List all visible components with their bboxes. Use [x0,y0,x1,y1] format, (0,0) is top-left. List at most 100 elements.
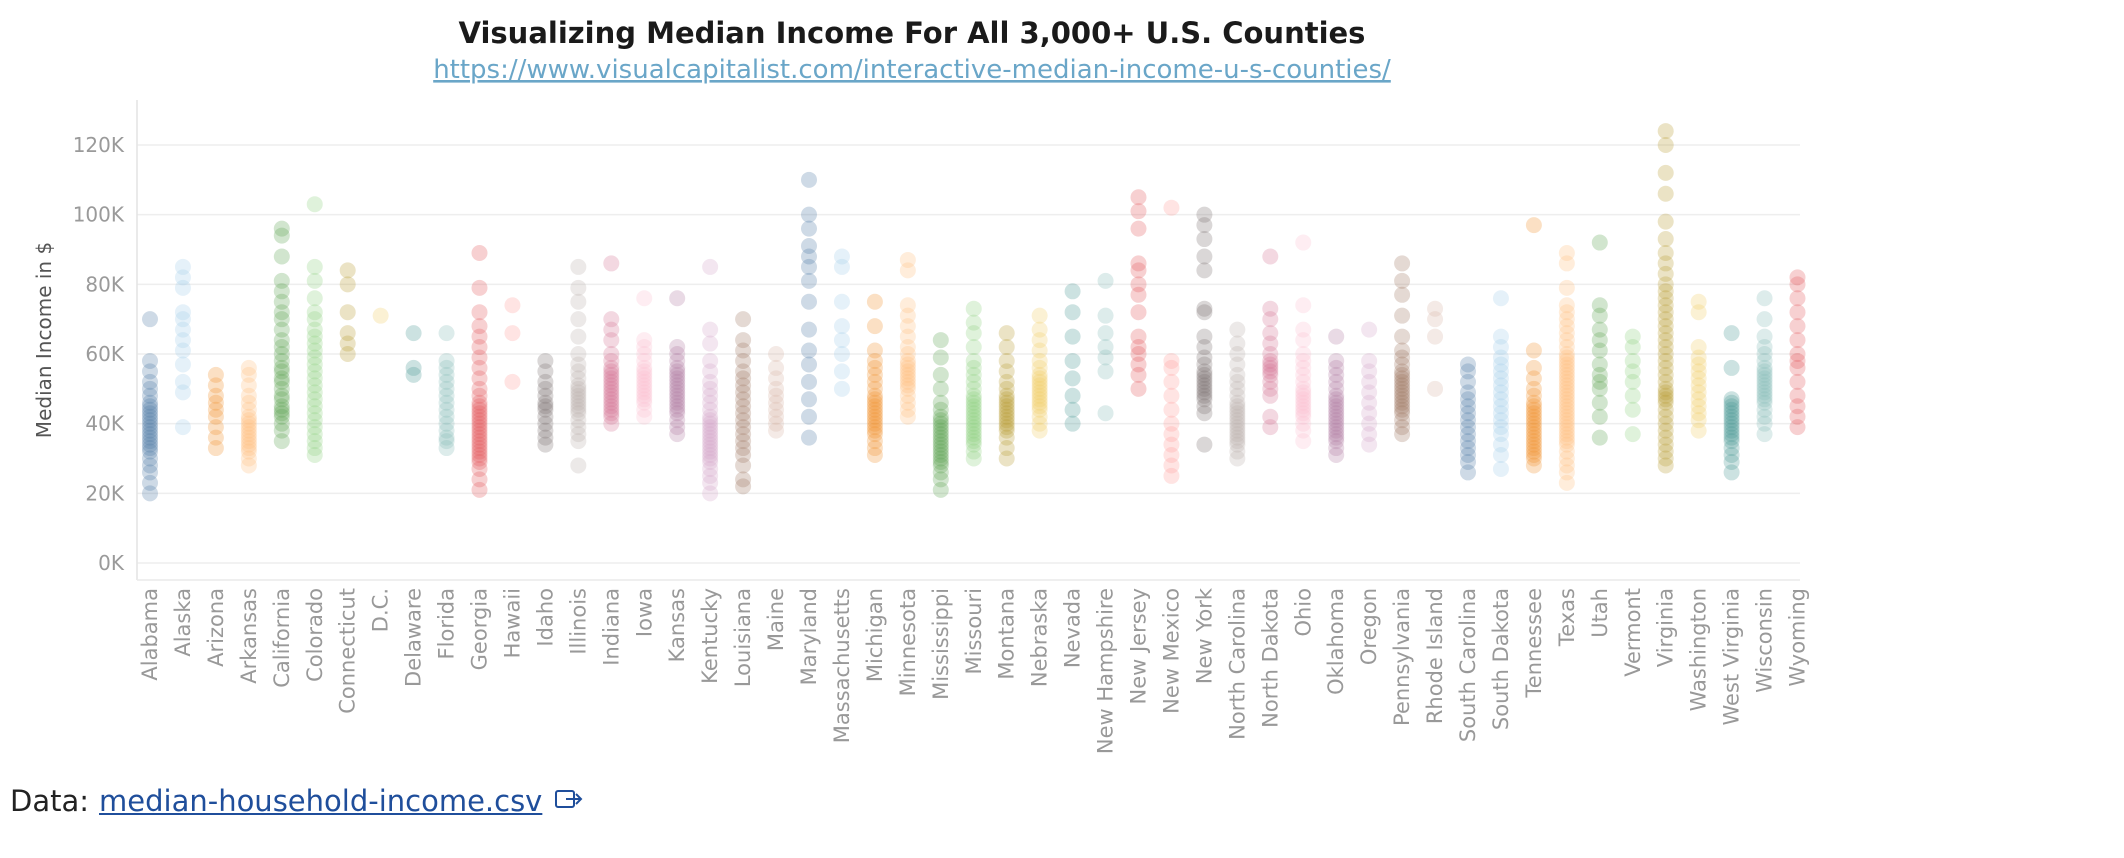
data-point[interactable] [636,408,653,425]
data-point[interactable] [1558,464,1575,481]
data-point[interactable] [1460,440,1476,457]
data-point[interactable] [1460,419,1476,436]
data-point[interactable] [438,440,455,457]
data-point[interactable] [1328,408,1345,425]
data-point[interactable] [1558,474,1575,491]
data-point[interactable] [1295,422,1312,439]
data-point[interactable] [174,419,191,436]
data-point[interactable] [1097,325,1114,342]
data-point[interactable] [1328,426,1345,443]
data-point[interactable] [1295,401,1312,418]
data-point[interactable] [1262,363,1279,380]
data-point[interactable] [669,412,686,429]
data-point[interactable] [965,359,982,376]
data-point[interactable] [1328,391,1345,408]
data-point[interactable] [1558,339,1575,356]
data-point[interactable] [899,307,916,324]
data-point[interactable] [1328,429,1345,446]
data-point[interactable] [1756,401,1773,418]
data-point[interactable] [142,412,158,429]
data-point[interactable] [1460,356,1476,373]
data-point[interactable] [1624,328,1641,345]
data-point[interactable] [998,398,1015,415]
data-point[interactable] [669,398,686,415]
data-point[interactable] [932,450,949,467]
data-point[interactable] [207,394,224,411]
data-point[interactable] [1163,426,1180,443]
data-point[interactable] [1262,248,1279,265]
data-point[interactable] [1624,426,1641,443]
data-point[interactable] [1361,373,1378,390]
data-point[interactable] [702,401,719,418]
data-point[interactable] [932,419,949,436]
data-point[interactable] [1558,349,1575,366]
data-point[interactable] [965,408,982,425]
data-point[interactable] [1295,398,1312,415]
data-point[interactable] [1031,321,1048,338]
data-point[interactable] [1031,332,1048,349]
data-point[interactable] [1031,370,1048,387]
data-point[interactable] [273,398,290,415]
data-point[interactable] [866,401,883,418]
data-point[interactable] [603,408,620,425]
data-point[interactable] [669,387,686,404]
data-point[interactable] [273,387,290,404]
data-point[interactable] [702,460,719,477]
data-point[interactable] [702,433,719,450]
data-point[interactable] [273,422,290,439]
data-point[interactable] [669,384,686,401]
data-point[interactable] [866,415,883,432]
data-point[interactable] [471,447,488,464]
data-point[interactable] [735,447,752,464]
data-point[interactable] [142,457,158,474]
data-point[interactable] [142,405,158,422]
data-point[interactable] [570,377,587,394]
data-point[interactable] [438,415,455,432]
data-point[interactable] [1723,405,1740,422]
data-point[interactable] [1196,391,1213,408]
data-point[interactable] [570,311,587,328]
data-point[interactable] [1394,255,1411,272]
data-point[interactable] [537,387,554,404]
data-point[interactable] [273,359,290,376]
data-point[interactable] [1756,377,1773,394]
data-point[interactable] [1328,412,1345,429]
data-point[interactable] [1361,436,1378,453]
data-point[interactable] [735,398,752,415]
data-point[interactable] [636,346,653,362]
data-point[interactable] [1690,349,1707,366]
data-point[interactable] [240,443,257,460]
data-point[interactable] [240,457,257,474]
data-point[interactable] [142,394,158,411]
data-point[interactable] [405,359,422,376]
data-point[interactable] [471,244,488,261]
data-point[interactable] [1097,405,1114,422]
data-point[interactable] [471,422,488,439]
data-point[interactable] [1756,408,1773,425]
data-point[interactable] [570,405,587,422]
data-point[interactable] [1328,419,1345,436]
data-point[interactable] [603,401,620,418]
data-point[interactable] [1163,387,1180,404]
data-point[interactable] [1130,356,1147,373]
data-point[interactable] [1525,401,1542,418]
data-point[interactable] [899,373,916,390]
data-point[interactable] [306,311,323,328]
data-point[interactable] [174,279,191,296]
data-point[interactable] [1196,248,1213,265]
data-point[interactable] [471,349,488,366]
data-point[interactable] [1262,387,1279,404]
data-point[interactable] [1229,415,1246,432]
data-point[interactable] [1229,394,1246,411]
data-point[interactable] [273,332,290,349]
data-point[interactable] [1492,419,1509,436]
data-point[interactable] [735,363,752,380]
data-point[interactable] [471,415,488,432]
data-point[interactable] [1262,346,1279,362]
data-point[interactable] [1558,363,1575,380]
data-point[interactable] [1295,387,1312,404]
data-point[interactable] [1756,415,1773,432]
data-point[interactable] [1229,429,1246,446]
data-point[interactable] [899,377,916,394]
data-point[interactable] [1229,412,1246,429]
